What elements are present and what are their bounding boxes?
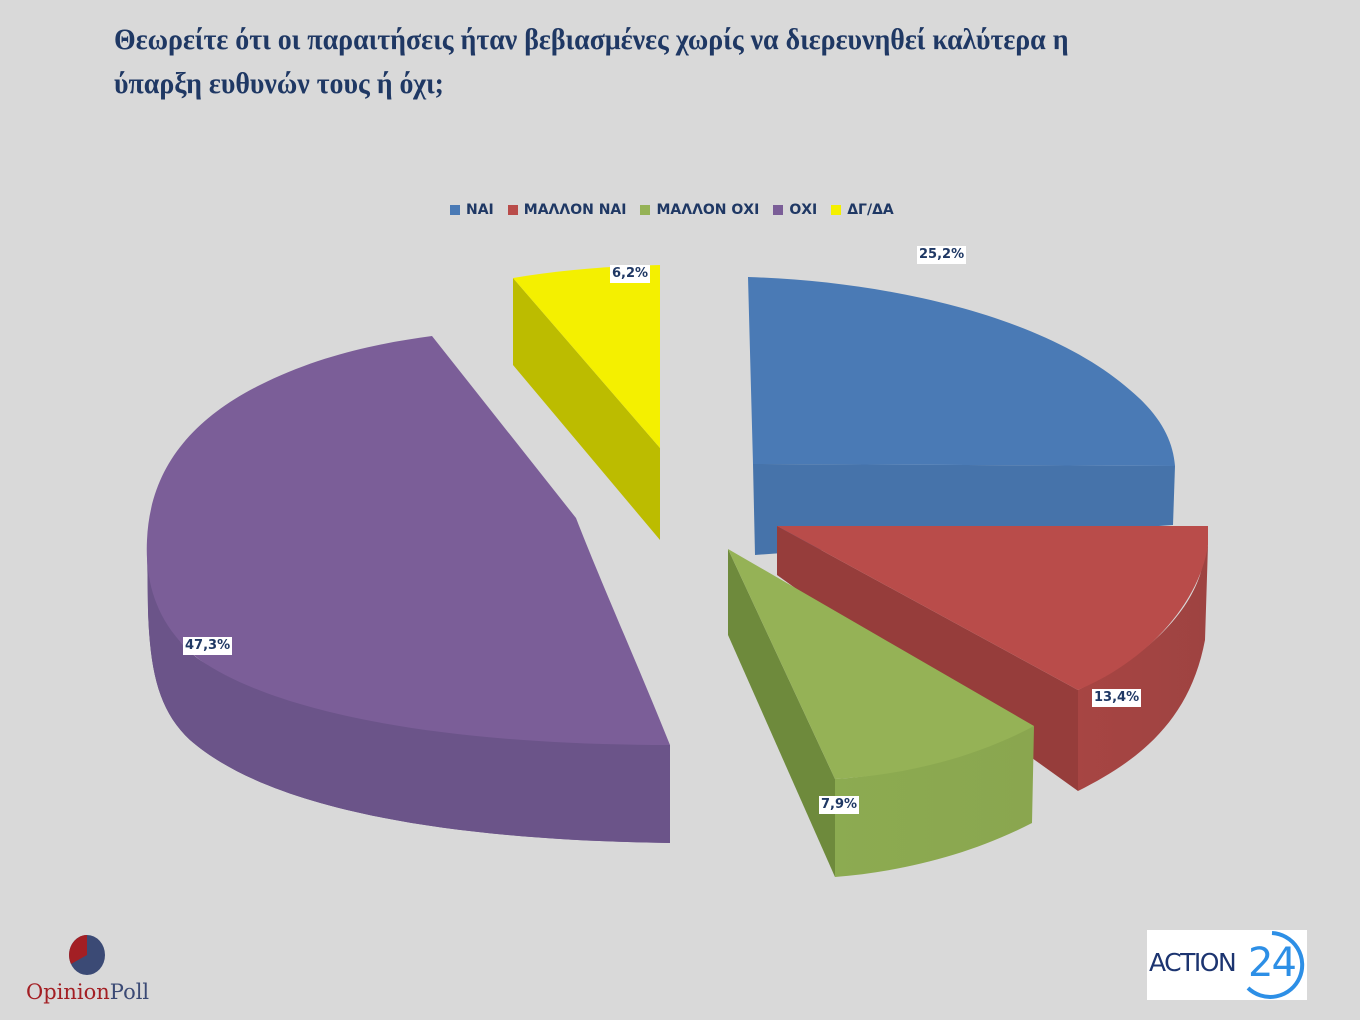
data-label-mallon-nai: 13,4% xyxy=(1092,689,1142,707)
legend-swatch-red xyxy=(507,205,518,215)
legend-label: ΜΑΛΛΟΝ ΝΑΙ xyxy=(523,202,627,218)
slice-nai xyxy=(748,277,1175,555)
poll-text: Poll xyxy=(109,980,150,1004)
chart-title-line1: Θεωρείτε ότι οι παραιτήσεις ήταν βεβιασμ… xyxy=(114,23,1069,56)
action-wordmark: ACTION xyxy=(1149,948,1237,977)
data-label-nai: 25,2% xyxy=(917,246,967,264)
legend-item-oxi: ΟΧΙ xyxy=(773,202,817,218)
data-label-mallon-oxi: 7,9% xyxy=(819,796,860,814)
opinion-text: Opinion xyxy=(26,980,110,1004)
data-label-dg-da: 6,2% xyxy=(610,265,651,283)
opinion-poll-wordmark: OpinionPoll xyxy=(26,980,149,1004)
opinion-poll-pie-icon xyxy=(69,935,105,975)
legend-swatch-purple xyxy=(773,205,784,215)
chart-title-line2: ύπαρξη ευθυνών τους ή όχι; xyxy=(114,67,444,100)
legend-label: ΝΑΙ xyxy=(466,202,494,218)
action24-ring-icon xyxy=(1246,931,1305,999)
data-label-oxi: 47,3% xyxy=(183,637,233,655)
legend-label: ΟΧΙ xyxy=(789,202,818,218)
legend-swatch-blue xyxy=(450,205,460,215)
action24-logo: ACTION 24 xyxy=(1147,930,1307,1000)
legend-item-mallon-oxi: ΜΑΛΛΟΝ ΟΧΙ xyxy=(640,202,759,218)
legend-label: ΜΑΛΛΟΝ ΟΧΙ xyxy=(656,202,760,218)
legend-item-mallon-nai: ΜΑΛΛΟΝ ΝΑΙ xyxy=(507,202,627,218)
slice-mallon-oxi xyxy=(728,549,1034,877)
chart-title: Θεωρείτε ότι οι παραιτήσεις ήταν βεβιασμ… xyxy=(114,18,1156,106)
slice-oxi xyxy=(146,336,670,843)
action24-number-badge: 24 xyxy=(1242,930,1308,1000)
legend-swatch-yellow xyxy=(831,205,842,215)
legend-item-dg-da: ΔΓ/ΔΑ xyxy=(831,202,894,218)
slice-dg-da xyxy=(513,265,660,540)
opinion-poll-logo: OpinionPoll xyxy=(24,934,154,1014)
action24-number: 24 xyxy=(1248,940,1297,986)
legend-item-nai: ΝΑΙ xyxy=(450,202,494,218)
chart-legend: ΝΑΙ ΜΑΛΛΟΝ ΝΑΙ ΜΑΛΛΟΝ ΟΧΙ ΟΧΙ ΔΓ/ΔΑ xyxy=(450,202,908,218)
legend-swatch-green xyxy=(640,205,651,215)
legend-label: ΔΓ/ΔΑ xyxy=(847,202,894,218)
